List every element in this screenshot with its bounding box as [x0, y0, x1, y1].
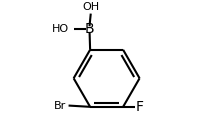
Text: Br: Br [54, 101, 66, 111]
Text: F: F [136, 100, 144, 114]
Text: OH: OH [82, 2, 99, 12]
Text: HO: HO [52, 24, 69, 34]
Text: B: B [85, 22, 94, 36]
